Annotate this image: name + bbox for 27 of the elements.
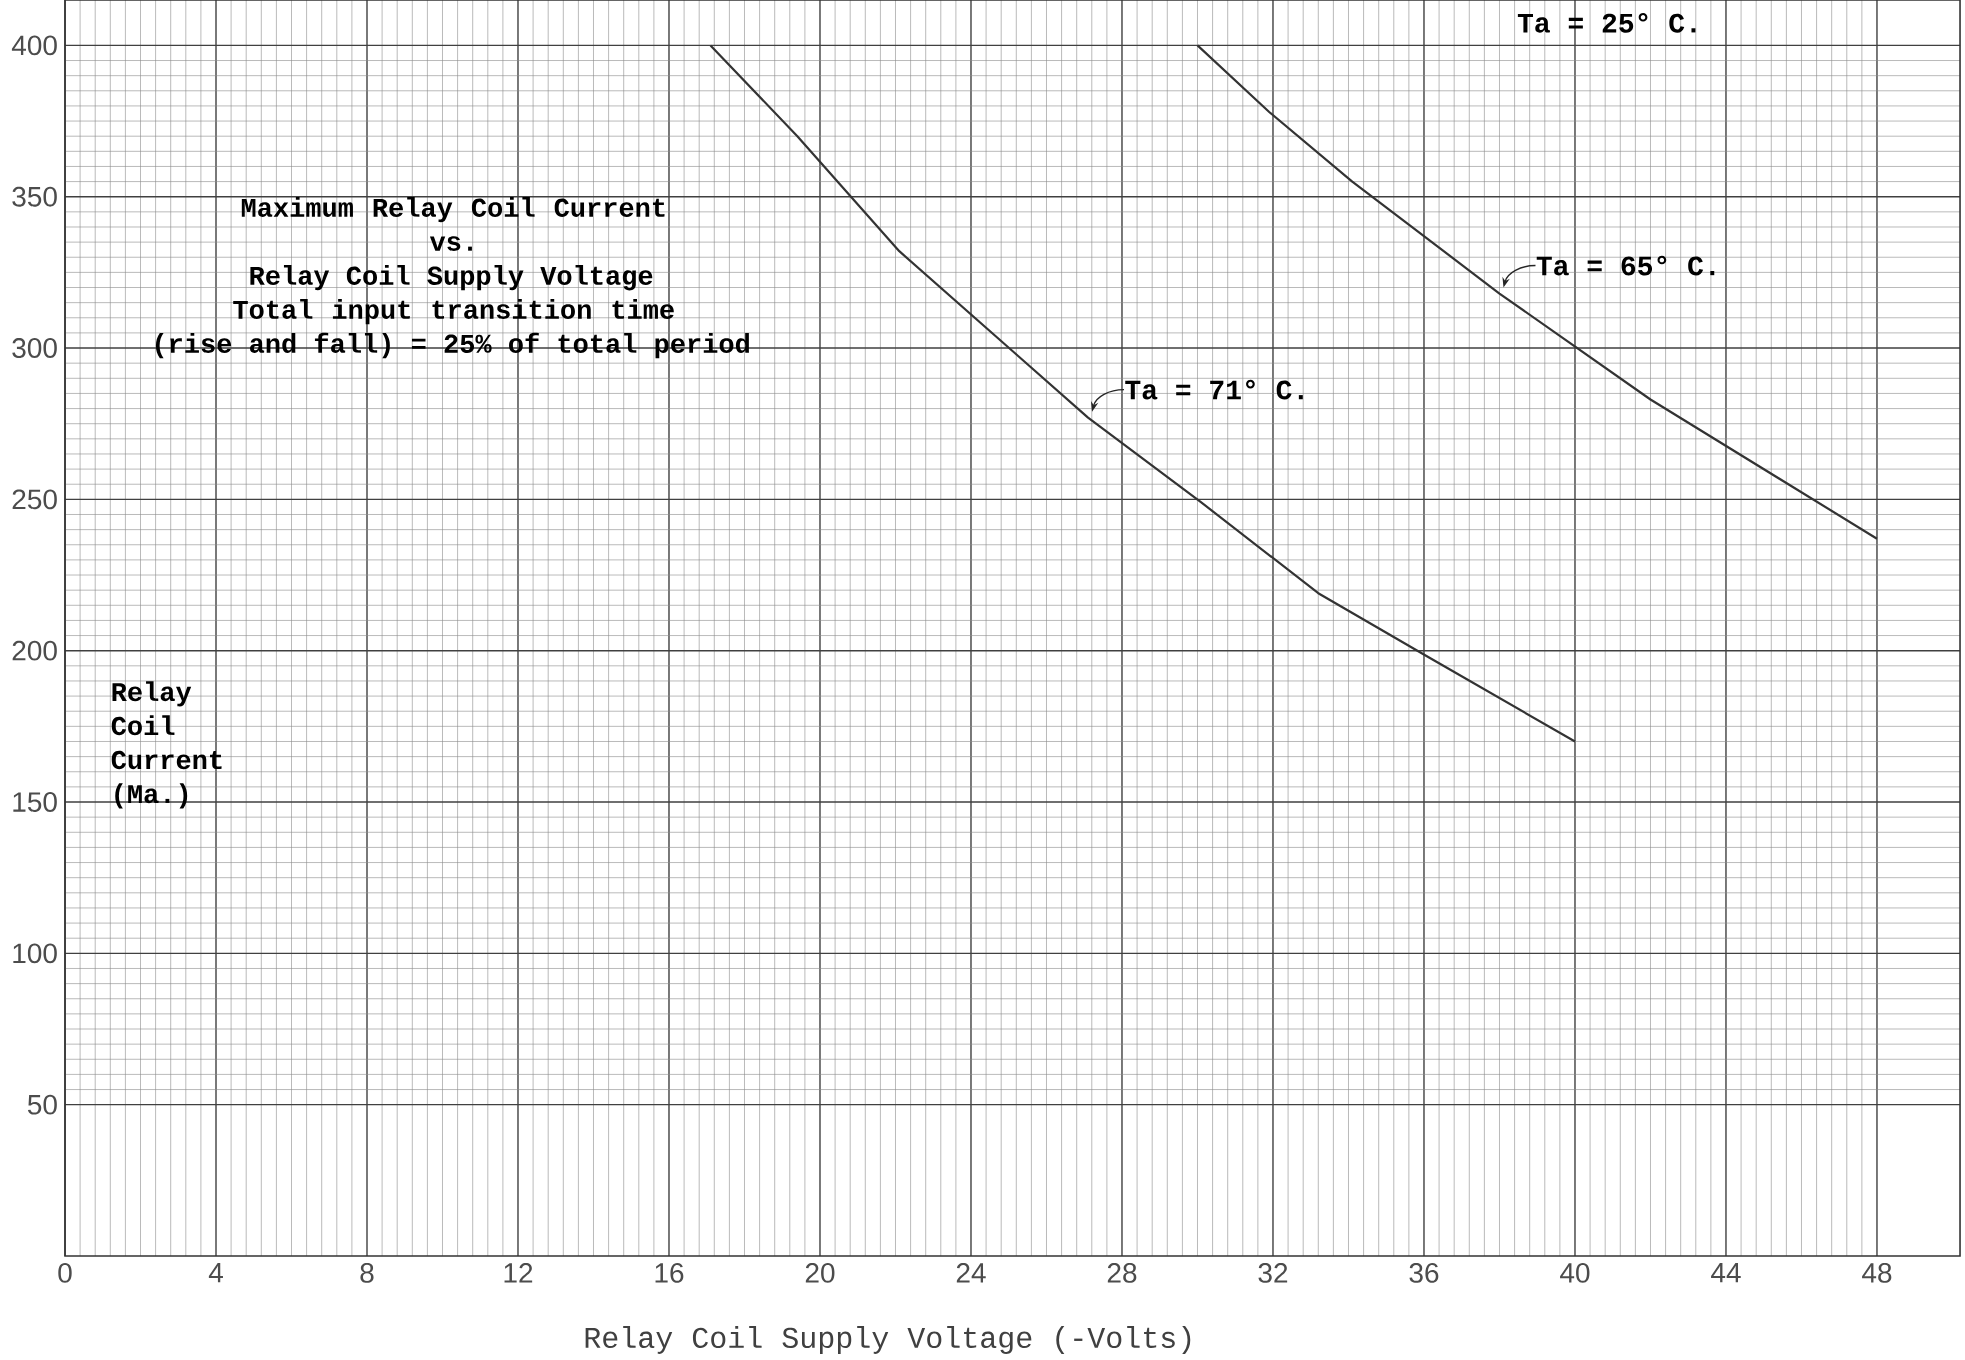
text: Maximum Relay Coil Current vs. Relay Coil Supply Voltage bbox=[241, 197, 665, 291]
x-tick-label: 16 bbox=[655, 1263, 684, 1283]
line-series bbox=[1196, 44, 1879, 540]
x-tick-label: 8 bbox=[360, 1263, 374, 1283]
annotation: Ta = 65° C. bbox=[1536, 255, 1715, 276]
x-tick-label: 4 bbox=[208, 1263, 223, 1283]
x-tick-label: 40 bbox=[1560, 1263, 1590, 1283]
y-tick-label: 150 bbox=[13, 792, 57, 812]
annotation: Ta = 25° C. bbox=[1517, 12, 1696, 33]
x-tick-label: 28 bbox=[1107, 1263, 1137, 1283]
y-tick-label: 100 bbox=[13, 943, 57, 964]
y-tick-label: 300 bbox=[12, 338, 57, 358]
x-tick-label: 0 bbox=[58, 1263, 72, 1283]
x-tick-label: 32 bbox=[1258, 1263, 1288, 1283]
y-tick-label: 400 bbox=[11, 35, 57, 56]
y-tick-label: 200 bbox=[12, 640, 57, 661]
x-tick-label: 12 bbox=[504, 1263, 533, 1283]
y-tick-label: 350 bbox=[12, 186, 57, 207]
annotation: Ta = 71° C. bbox=[1125, 379, 1303, 400]
x-tick-label: 48 bbox=[1862, 1263, 1892, 1283]
x-axis-title: Relay Coil Supply Voltage (-Volts) bbox=[585, 1326, 1191, 1354]
x-tick-label: 36 bbox=[1409, 1263, 1439, 1283]
y-tick-label: 50 bbox=[27, 1094, 57, 1115]
x-tick-label: 20 bbox=[805, 1263, 835, 1283]
x-tick-label: 44 bbox=[1711, 1263, 1741, 1283]
x-tick-label: 24 bbox=[956, 1263, 986, 1283]
y-tick-label: 250 bbox=[12, 489, 57, 510]
